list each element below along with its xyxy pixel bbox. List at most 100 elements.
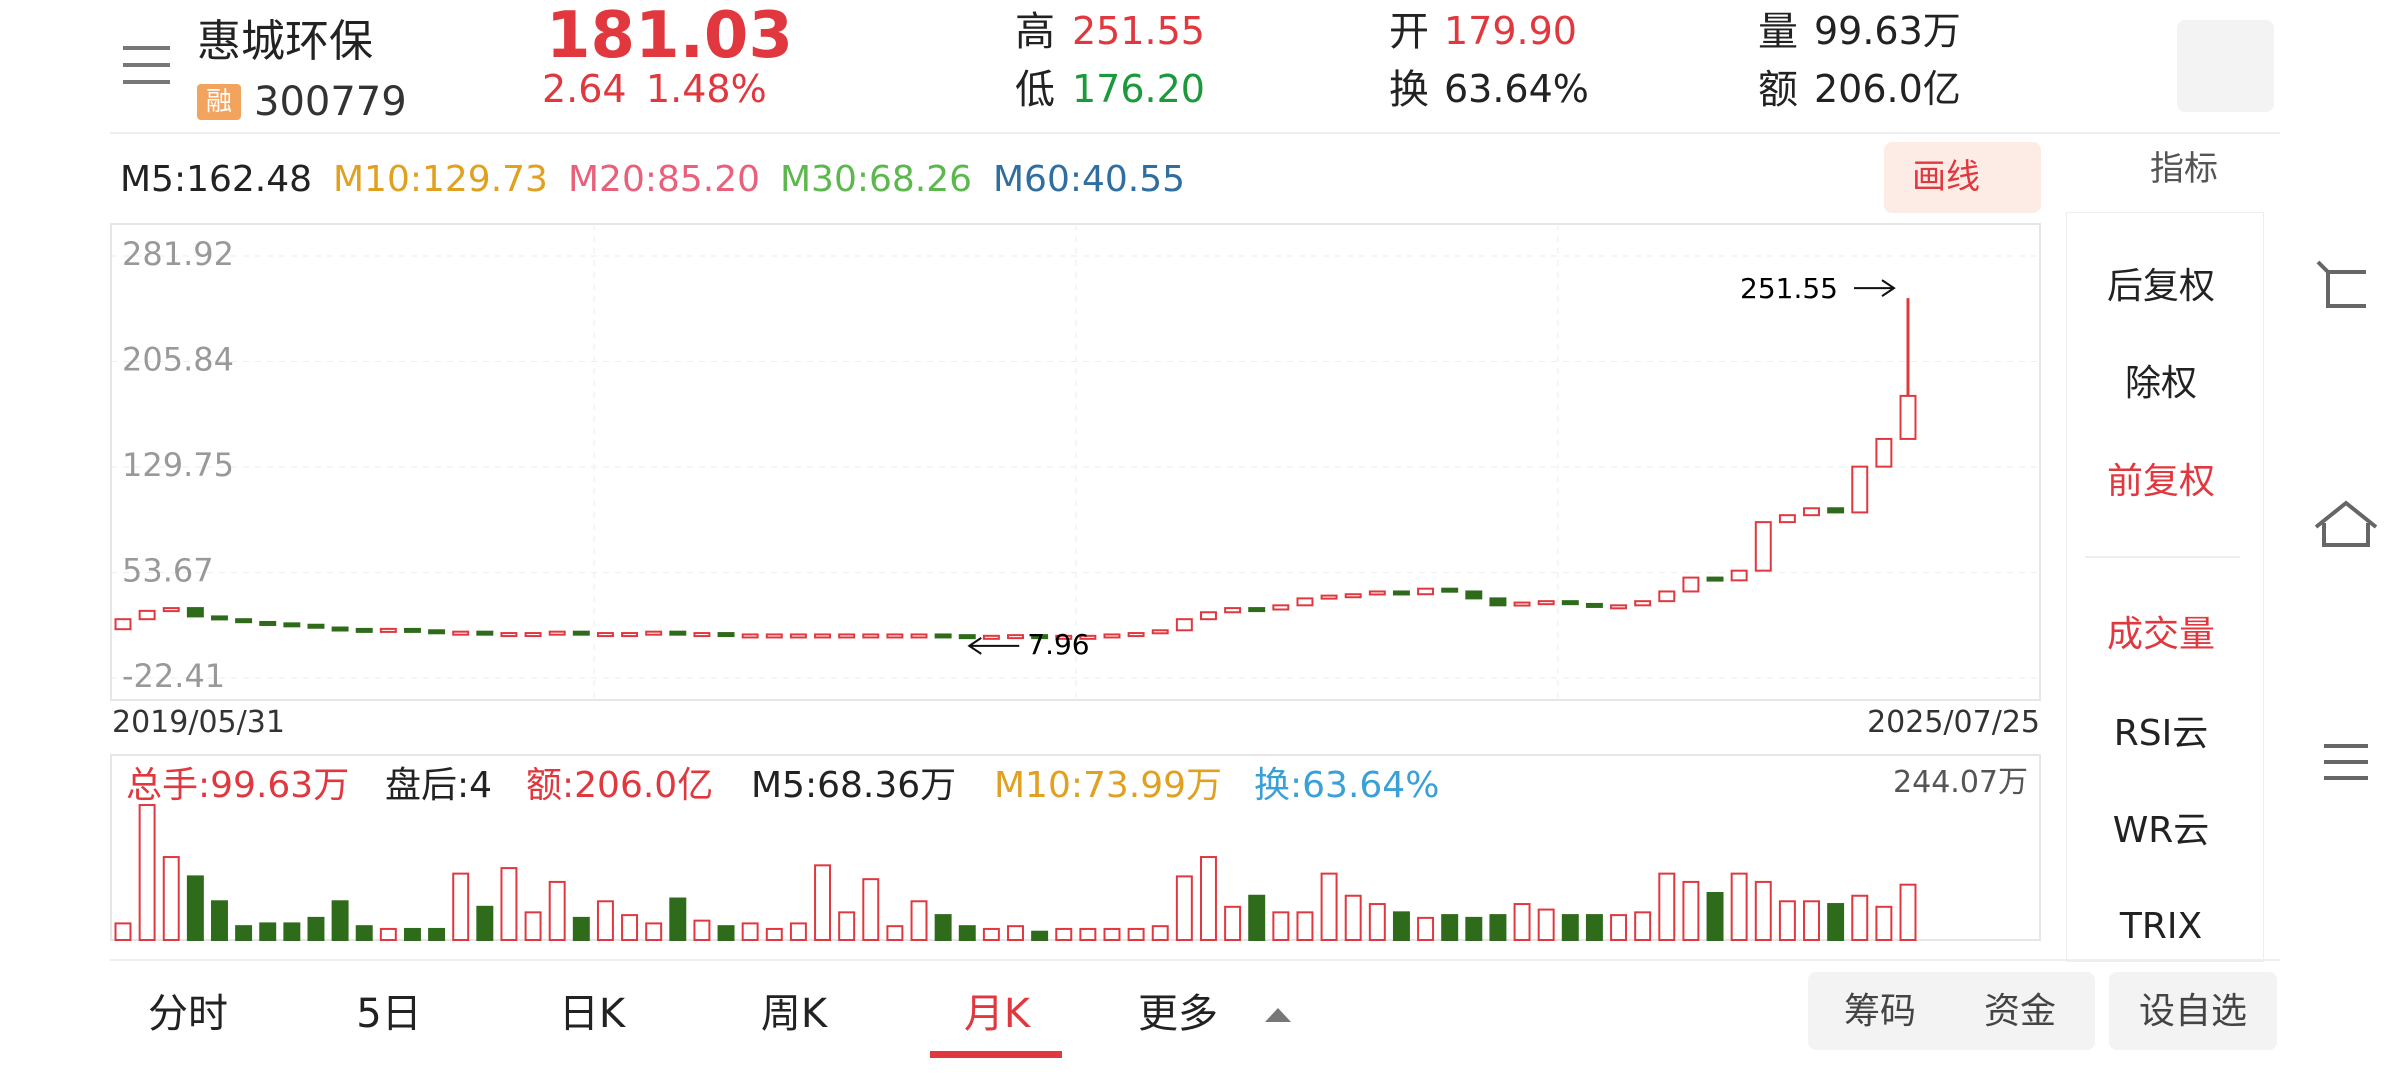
- high-label: 251.55: [1740, 272, 1838, 305]
- candle: [235, 618, 253, 624]
- high: 251.55: [1072, 9, 1205, 53]
- candle: [1079, 634, 1097, 640]
- volume-bar: [355, 925, 373, 941]
- stock-name: 惠城环保: [197, 16, 373, 67]
- volume-bar: [211, 900, 228, 942]
- change-pct: 1.48%: [646, 67, 767, 111]
- candle: [307, 623, 325, 629]
- y-tick-label: 281.92: [122, 235, 234, 273]
- candle: [1151, 629, 1169, 635]
- change: 2.64: [542, 67, 627, 111]
- candle: [1899, 394, 1917, 440]
- volume-bar: [1706, 891, 1724, 942]
- candle: [910, 633, 928, 639]
- volume-bar: [1875, 905, 1893, 942]
- volume-bar: [452, 872, 470, 942]
- candle: [1658, 590, 1676, 603]
- candle: [1031, 634, 1049, 640]
- tab[interactable]: 分时: [148, 991, 228, 1037]
- y-tick-label: 205.84: [122, 340, 234, 378]
- volume-bar: [1465, 916, 1483, 941]
- tab[interactable]: 更多: [1138, 991, 1218, 1037]
- volume-bar: [934, 914, 952, 942]
- candle: [1875, 437, 1893, 468]
- ma60: M60:40.55: [993, 159, 1186, 200]
- turnover: 63.64%: [1444, 67, 1589, 111]
- candle: [1417, 587, 1435, 596]
- volume-bar: [283, 922, 301, 941]
- phone-button[interactable]: [2177, 20, 2274, 112]
- candle: [838, 633, 856, 639]
- volume-bar: [572, 916, 590, 941]
- candle: [1392, 590, 1410, 596]
- candle: [982, 634, 1000, 640]
- tab[interactable]: 日K: [558, 991, 626, 1037]
- candle: [1803, 507, 1820, 517]
- volume-bar: [1031, 930, 1049, 941]
- candle: [1754, 521, 1772, 572]
- indicator-button[interactable]: 指标: [2150, 149, 2218, 189]
- tab-active[interactable]: 月K: [963, 991, 1031, 1037]
- candle: [741, 633, 759, 639]
- menu-item[interactable]: 后复权: [2106, 266, 2216, 307]
- candle: [1778, 514, 1796, 524]
- volume-bar: [1127, 927, 1145, 942]
- candle: [331, 626, 349, 632]
- margin-badge: 融: [197, 84, 241, 120]
- x-end: 2025/07/25: [1867, 705, 2040, 740]
- menu-item[interactable]: RSI云: [2113, 713, 2209, 754]
- volume-bar: [1368, 903, 1386, 941]
- candle: [1827, 507, 1845, 514]
- label: 高: [1015, 9, 1055, 55]
- arrow: [1854, 279, 1896, 297]
- volume-bar: [1272, 911, 1290, 941]
- button[interactable]: 设自选: [2138, 991, 2248, 1032]
- tab-underline: [930, 1051, 1062, 1058]
- menu-item[interactable]: 前复权: [2106, 461, 2216, 502]
- volume-bar: [596, 900, 614, 942]
- candle: [1296, 597, 1314, 607]
- candle: [162, 607, 180, 613]
- draw-label: 画线: [1912, 157, 1980, 197]
- candle: [1706, 576, 1724, 582]
- menu-item[interactable]: 除权: [2124, 363, 2198, 404]
- volume-bar: [1007, 925, 1024, 941]
- volume-bar: [1754, 880, 1772, 942]
- candle: [1272, 604, 1290, 611]
- volume-bar: [548, 880, 566, 942]
- volume-bar: [862, 878, 880, 941]
- volume-bar: [1296, 911, 1314, 941]
- volume-bar: [814, 864, 832, 941]
- side-panel: [2066, 212, 2264, 962]
- candle: [186, 607, 204, 618]
- nav-icon: [2314, 500, 2378, 547]
- nav-icon: [2324, 744, 2368, 780]
- volume-bar: [886, 925, 904, 941]
- volume-bar: [910, 900, 928, 942]
- vol-turnover: 换:63.64%: [1254, 765, 1440, 806]
- candle: [1634, 600, 1652, 607]
- tab[interactable]: 周K: [760, 991, 828, 1037]
- menu-item[interactable]: WR云: [2112, 810, 2210, 851]
- y-tick-label: -22.41: [122, 657, 225, 695]
- volume-bar: [1682, 880, 1700, 942]
- candle: [500, 632, 518, 638]
- volume-bar: [331, 900, 349, 942]
- button[interactable]: 筹码: [1843, 991, 1917, 1032]
- menu-item[interactable]: TRIX: [2119, 906, 2203, 947]
- candle: [1175, 618, 1193, 632]
- button[interactable]: 资金: [1983, 991, 2057, 1032]
- draw-button[interactable]: [1884, 142, 2041, 213]
- candle: [428, 629, 446, 635]
- candle: [645, 630, 663, 636]
- volume-bar: [621, 914, 639, 942]
- tab[interactable]: 5日: [356, 991, 422, 1037]
- volume-bar: [982, 927, 1000, 942]
- candle: [1320, 594, 1338, 600]
- volume-bar: [1634, 911, 1652, 941]
- menu-item[interactable]: 成交量: [2106, 614, 2216, 655]
- volume-bar: [645, 922, 663, 941]
- label: 开: [1389, 9, 1429, 55]
- volume-bar: [259, 922, 277, 941]
